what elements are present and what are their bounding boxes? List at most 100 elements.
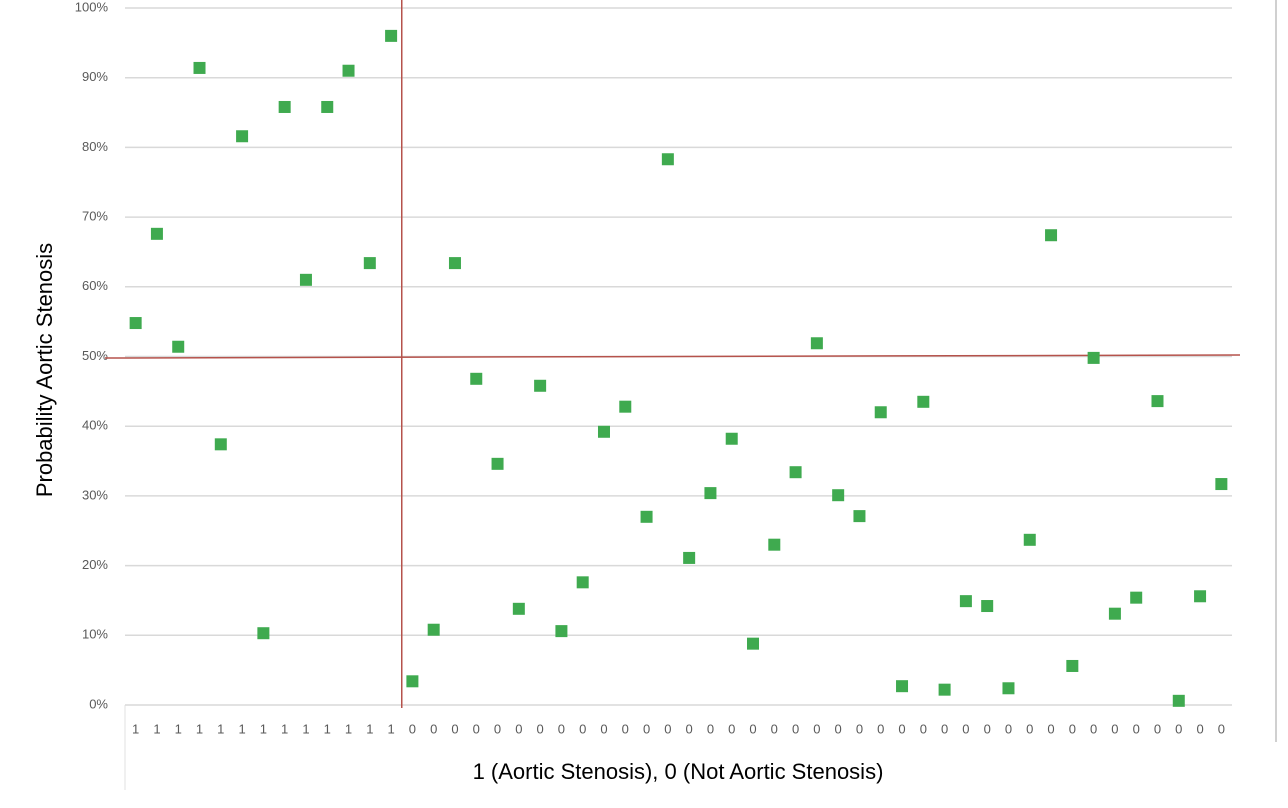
point: [981, 600, 994, 613]
x-tick-label: 1: [153, 721, 160, 736]
x-tick-label: 1: [132, 721, 139, 736]
point: [321, 100, 334, 113]
x-tick-label: 0: [813, 721, 820, 736]
y-tick-label: 30%: [82, 487, 108, 502]
x-tick-label: 0: [1154, 721, 1161, 736]
x-tick-label: 1: [302, 721, 309, 736]
x-tick-label: 0: [856, 721, 863, 736]
point: [938, 683, 951, 696]
y-tick-label: 100%: [75, 0, 109, 14]
x-tick-label: 1: [281, 721, 288, 736]
point: [576, 576, 589, 589]
point: [491, 457, 504, 470]
x-tick-label: 0: [664, 721, 671, 736]
x-tick-label: 0: [771, 721, 778, 736]
x-tick-label: 0: [579, 721, 586, 736]
point: [1002, 682, 1015, 695]
x-tick-label: 1: [217, 721, 224, 736]
x-tick-label: 1: [324, 721, 331, 736]
x-tick-label: 0: [1005, 721, 1012, 736]
point: [512, 602, 525, 615]
x-tick-label: 0: [749, 721, 756, 736]
point: [1108, 607, 1121, 620]
point: [640, 510, 653, 523]
point: [385, 29, 398, 42]
x-tick-label: 1: [196, 721, 203, 736]
point: [725, 432, 738, 445]
point: [683, 551, 696, 564]
point: [1194, 590, 1207, 603]
point: [342, 64, 355, 77]
point: [448, 257, 461, 270]
point: [917, 395, 930, 408]
y-tick-label: 70%: [82, 209, 108, 224]
x-tick-label: 0: [1175, 721, 1182, 736]
x-tick-label: 1: [345, 721, 352, 736]
point: [299, 273, 312, 286]
point: [214, 438, 227, 451]
point: [470, 372, 483, 385]
x-tick-label: 0: [409, 721, 416, 736]
x-tick-label: 0: [1133, 721, 1140, 736]
point: [832, 489, 845, 502]
x-tick-label: 0: [515, 721, 522, 736]
x-tick-label: 0: [686, 721, 693, 736]
x-tick-label: 0: [1026, 721, 1033, 736]
point: [1215, 478, 1228, 491]
point: [597, 425, 610, 438]
point: [150, 227, 163, 240]
x-tick-label: 0: [835, 721, 842, 736]
x-tick-label: 0: [877, 721, 884, 736]
point: [1130, 591, 1143, 604]
x-tick-label: 0: [473, 721, 480, 736]
point: [534, 379, 547, 392]
x-tick-label: 0: [728, 721, 735, 736]
reference-line: [104, 354, 1241, 359]
point: [278, 100, 291, 113]
x-tick-label: 0: [941, 721, 948, 736]
point: [768, 538, 781, 551]
point: [427, 623, 440, 636]
point: [789, 466, 802, 479]
point: [619, 400, 632, 413]
x-tick-label: 0: [430, 721, 437, 736]
x-tick-label: 0: [622, 721, 629, 736]
x-tick-label: 1: [366, 721, 373, 736]
point: [172, 340, 185, 353]
point: [661, 153, 674, 166]
x-tick-label: 0: [707, 721, 714, 736]
x-tick-label: 0: [984, 721, 991, 736]
point: [236, 130, 249, 143]
x-axis-title: 1 (Aortic Stenosis), 0 (Not Aortic Steno…: [473, 759, 884, 784]
x-tick-label: 1: [238, 721, 245, 736]
point: [959, 595, 972, 608]
x-tick-label: 1: [175, 721, 182, 736]
x-tick-label: 0: [920, 721, 927, 736]
point: [747, 637, 760, 650]
point: [1151, 395, 1164, 408]
point: [129, 317, 142, 330]
point: [1087, 351, 1100, 364]
x-tick-label: 1: [260, 721, 267, 736]
x-tick-label: 0: [558, 721, 565, 736]
point: [810, 337, 823, 350]
x-tick-label: 0: [494, 721, 501, 736]
point: [406, 675, 419, 688]
point: [1023, 533, 1036, 546]
x-tick-label: 0: [451, 721, 458, 736]
x-tick-label: 0: [962, 721, 969, 736]
point: [1066, 659, 1079, 672]
x-tick-label: 0: [1090, 721, 1097, 736]
point: [1172, 694, 1185, 707]
y-tick-label: 10%: [82, 627, 108, 642]
point: [704, 487, 717, 500]
y-tick-label: 50%: [82, 348, 108, 363]
y-tick-label: 40%: [82, 418, 108, 433]
point: [853, 510, 866, 523]
y-tick-label: 80%: [82, 139, 108, 154]
y-tick-label: 90%: [82, 69, 108, 84]
x-tick-label: 0: [1047, 721, 1054, 736]
point: [555, 625, 568, 638]
y-axis-title: Probability Aortic Stenosis: [32, 243, 57, 497]
x-tick-label: 1: [387, 721, 394, 736]
